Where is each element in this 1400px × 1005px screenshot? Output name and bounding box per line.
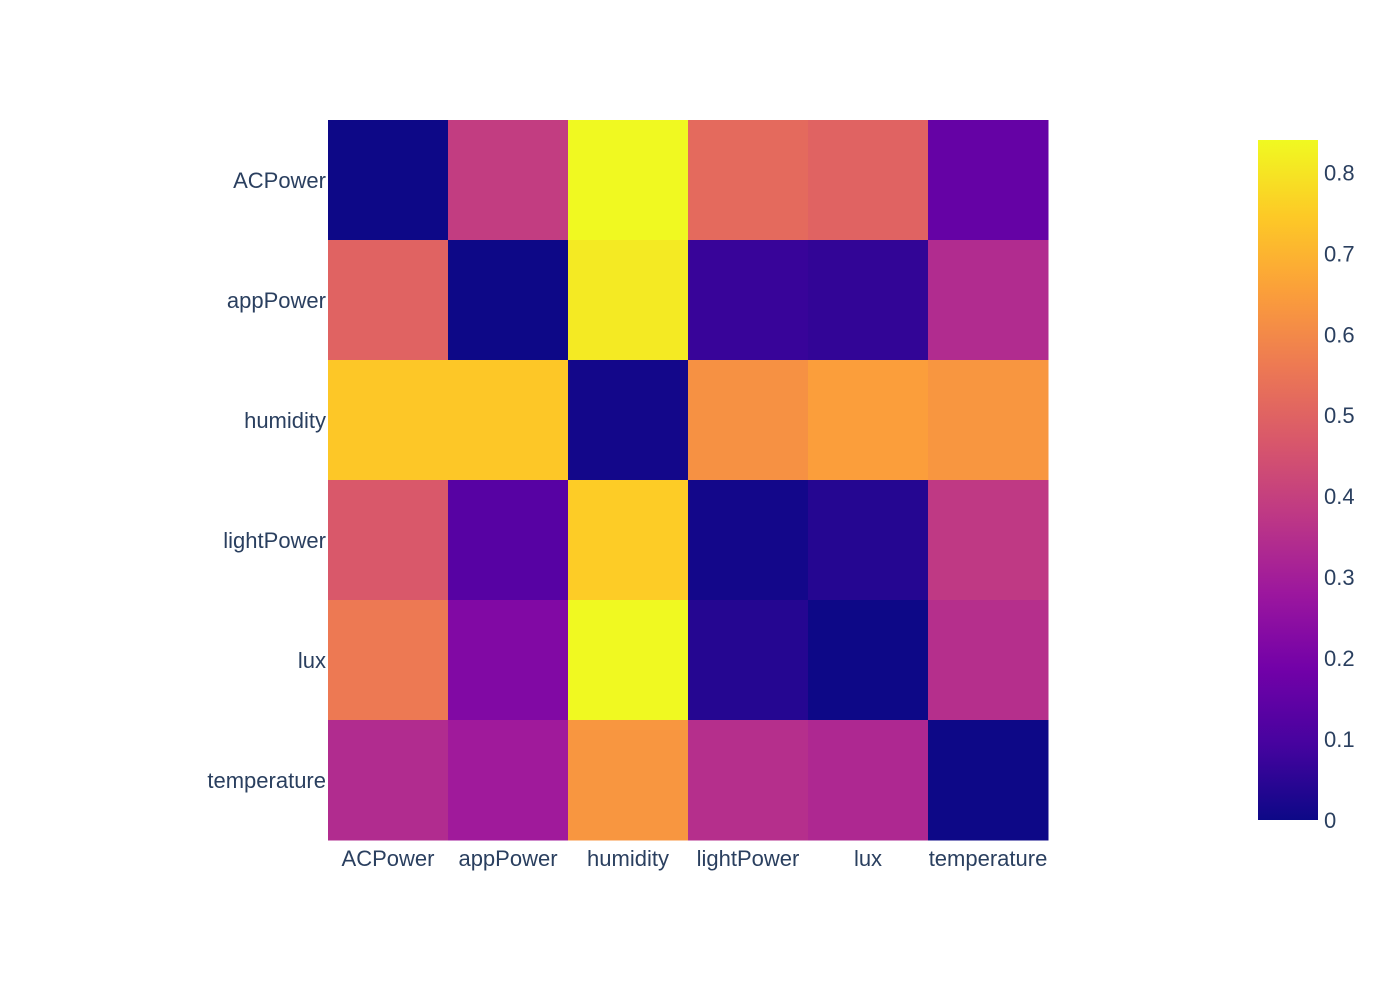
colorbar-tick-label: 0.5 [1324, 403, 1355, 428]
heatmap-cell-ACPower-temperature [928, 120, 1049, 241]
y-tick-label: lightPower [223, 528, 326, 553]
heatmap-cell-temperature-humidity [568, 720, 689, 841]
heatmap-cells [328, 120, 1049, 841]
heatmap-cell-humidity-temperature [928, 360, 1049, 481]
colorbar-tick-label: 0.2 [1324, 646, 1355, 671]
heatmap-cell-ACPower-lux [808, 120, 929, 241]
heatmap-cell-lightPower-ACPower [328, 480, 449, 601]
y-tick-label: appPower [227, 288, 326, 313]
colorbar-tick-label: 0.7 [1324, 241, 1355, 266]
y-axis-ticks: ACPower appPower humidity lightPower lux temp… [207, 168, 326, 793]
heatmap-cell-lightPower-temperature [928, 480, 1049, 601]
heatmap-cell-ACPower-lightPower [688, 120, 809, 241]
colorbar-tick-label: 0.4 [1324, 484, 1355, 509]
heatmap-cell-ACPower-ACPower [328, 120, 449, 241]
heatmap-cell-humidity-ACPower [328, 360, 449, 481]
x-tick-label: ACPower [342, 846, 435, 871]
heatmap-cell-humidity-appPower [448, 360, 569, 481]
heatmap-cell-humidity-humidity [568, 360, 689, 481]
heatmap-cell-lux-temperature [928, 600, 1049, 721]
heatmap-cell-lux-humidity [568, 600, 689, 721]
y-tick-label: temperature [207, 768, 326, 793]
y-tick-label: ACPower [233, 168, 326, 193]
heatmap-cell-lightPower-lightPower [688, 480, 809, 601]
heatmap-cell-lightPower-appPower [448, 480, 569, 601]
colorbar-tick-label: 0 [1324, 808, 1336, 833]
x-tick-label: temperature [929, 846, 1048, 871]
heatmap-cell-temperature-temperature [928, 720, 1049, 841]
x-tick-label: lightPower [697, 846, 800, 871]
heatmap-cell-humidity-lux [808, 360, 929, 481]
colorbar-tick-label: 0.6 [1324, 322, 1355, 347]
heatmap-cell-lux-lux [808, 600, 929, 721]
colorbar-ticks: 0 0.1 0.2 0.3 0.4 0.5 0.6 0.7 0.8 [1324, 160, 1355, 833]
x-axis-ticks: ACPower appPower humidity lightPower lux temp… [342, 846, 1048, 871]
heatmap-cell-appPower-ACPower [328, 240, 449, 361]
heatmap-cell-ACPower-humidity [568, 120, 689, 241]
heatmap-cell-appPower-appPower [448, 240, 569, 361]
heatmap-cell-lightPower-lux [808, 480, 929, 601]
heatmap-cell-appPower-lightPower [688, 240, 809, 361]
x-tick-label: appPower [458, 846, 557, 871]
heatmap-cell-ACPower-appPower [448, 120, 569, 241]
colorbar-tick-label: 0.1 [1324, 727, 1355, 752]
heatmap-cell-temperature-lux [808, 720, 929, 841]
heatmap-cell-lux-appPower [448, 600, 569, 721]
heatmap-cell-lux-ACPower [328, 600, 449, 721]
heatmap-cell-temperature-appPower [448, 720, 569, 841]
colorbar-tick-label: 0.3 [1324, 565, 1355, 590]
heatmap-cell-temperature-lightPower [688, 720, 809, 841]
heatmap-cell-appPower-temperature [928, 240, 1049, 361]
heatmap-cell-appPower-humidity [568, 240, 689, 361]
y-tick-label: humidity [244, 408, 326, 433]
heatmap-cell-appPower-lux [808, 240, 929, 361]
heatmap-cell-humidity-lightPower [688, 360, 809, 481]
x-tick-label: humidity [587, 846, 669, 871]
heatmap-cell-lightPower-humidity [568, 480, 689, 601]
x-tick-label: lux [854, 846, 882, 871]
colorbar [1258, 140, 1318, 820]
colorbar-tick-label: 0.8 [1324, 160, 1355, 185]
y-tick-label: lux [298, 648, 326, 673]
heatmap-cell-temperature-ACPower [328, 720, 449, 841]
heatmap-cell-lux-lightPower [688, 600, 809, 721]
